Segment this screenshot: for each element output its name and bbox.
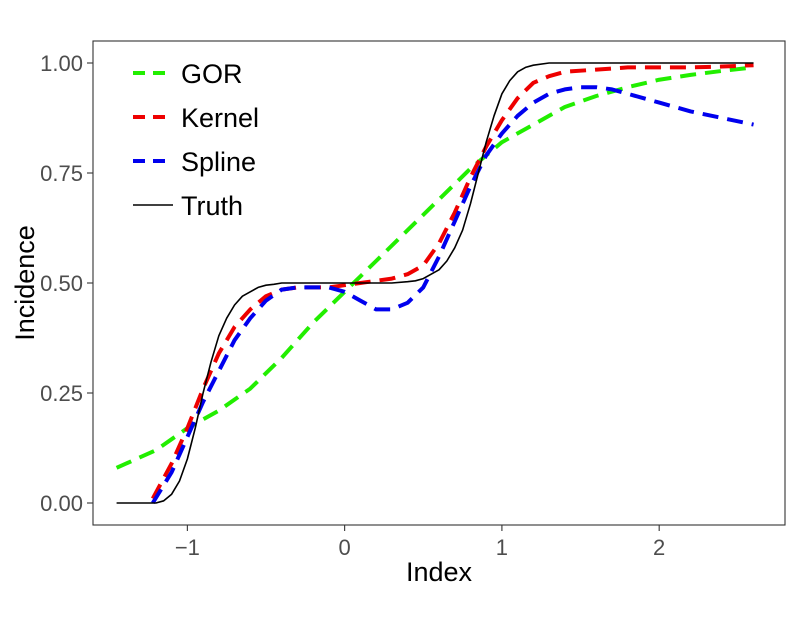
y-tick-label: 1.00: [40, 51, 83, 76]
series-line-gor: [115, 65, 754, 470]
series-line-spline: [151, 85, 754, 505]
y-tick-label: 0.75: [40, 161, 83, 186]
series-line-truth: [116, 62, 754, 504]
x-axis: −1 0 1 2: [175, 525, 665, 560]
x-tick-label: 2: [653, 535, 665, 560]
series-line-kernel: [150, 63, 754, 500]
y-axis: 0.00 0.25 0.50 0.75 1.00: [40, 51, 93, 516]
y-axis-title: Incidence: [10, 225, 40, 341]
series-layer: [115, 62, 754, 505]
x-axis-title: Index: [406, 557, 473, 587]
x-tick-label: 0: [339, 535, 351, 560]
x-tick-label: 1: [496, 535, 508, 560]
x-tick-label: −1: [175, 535, 200, 560]
legend-label-kernel: Kernel: [181, 103, 259, 133]
legend-label-gor: GOR: [181, 59, 243, 89]
y-tick-label: 0.50: [40, 271, 83, 296]
y-tick-label: 0.25: [40, 381, 83, 406]
legend-label-spline: Spline: [181, 147, 256, 177]
y-tick-label: 0.00: [40, 491, 83, 516]
legend-label-truth: Truth: [181, 191, 243, 221]
legend: GOR Kernel Spline Truth: [133, 59, 259, 221]
